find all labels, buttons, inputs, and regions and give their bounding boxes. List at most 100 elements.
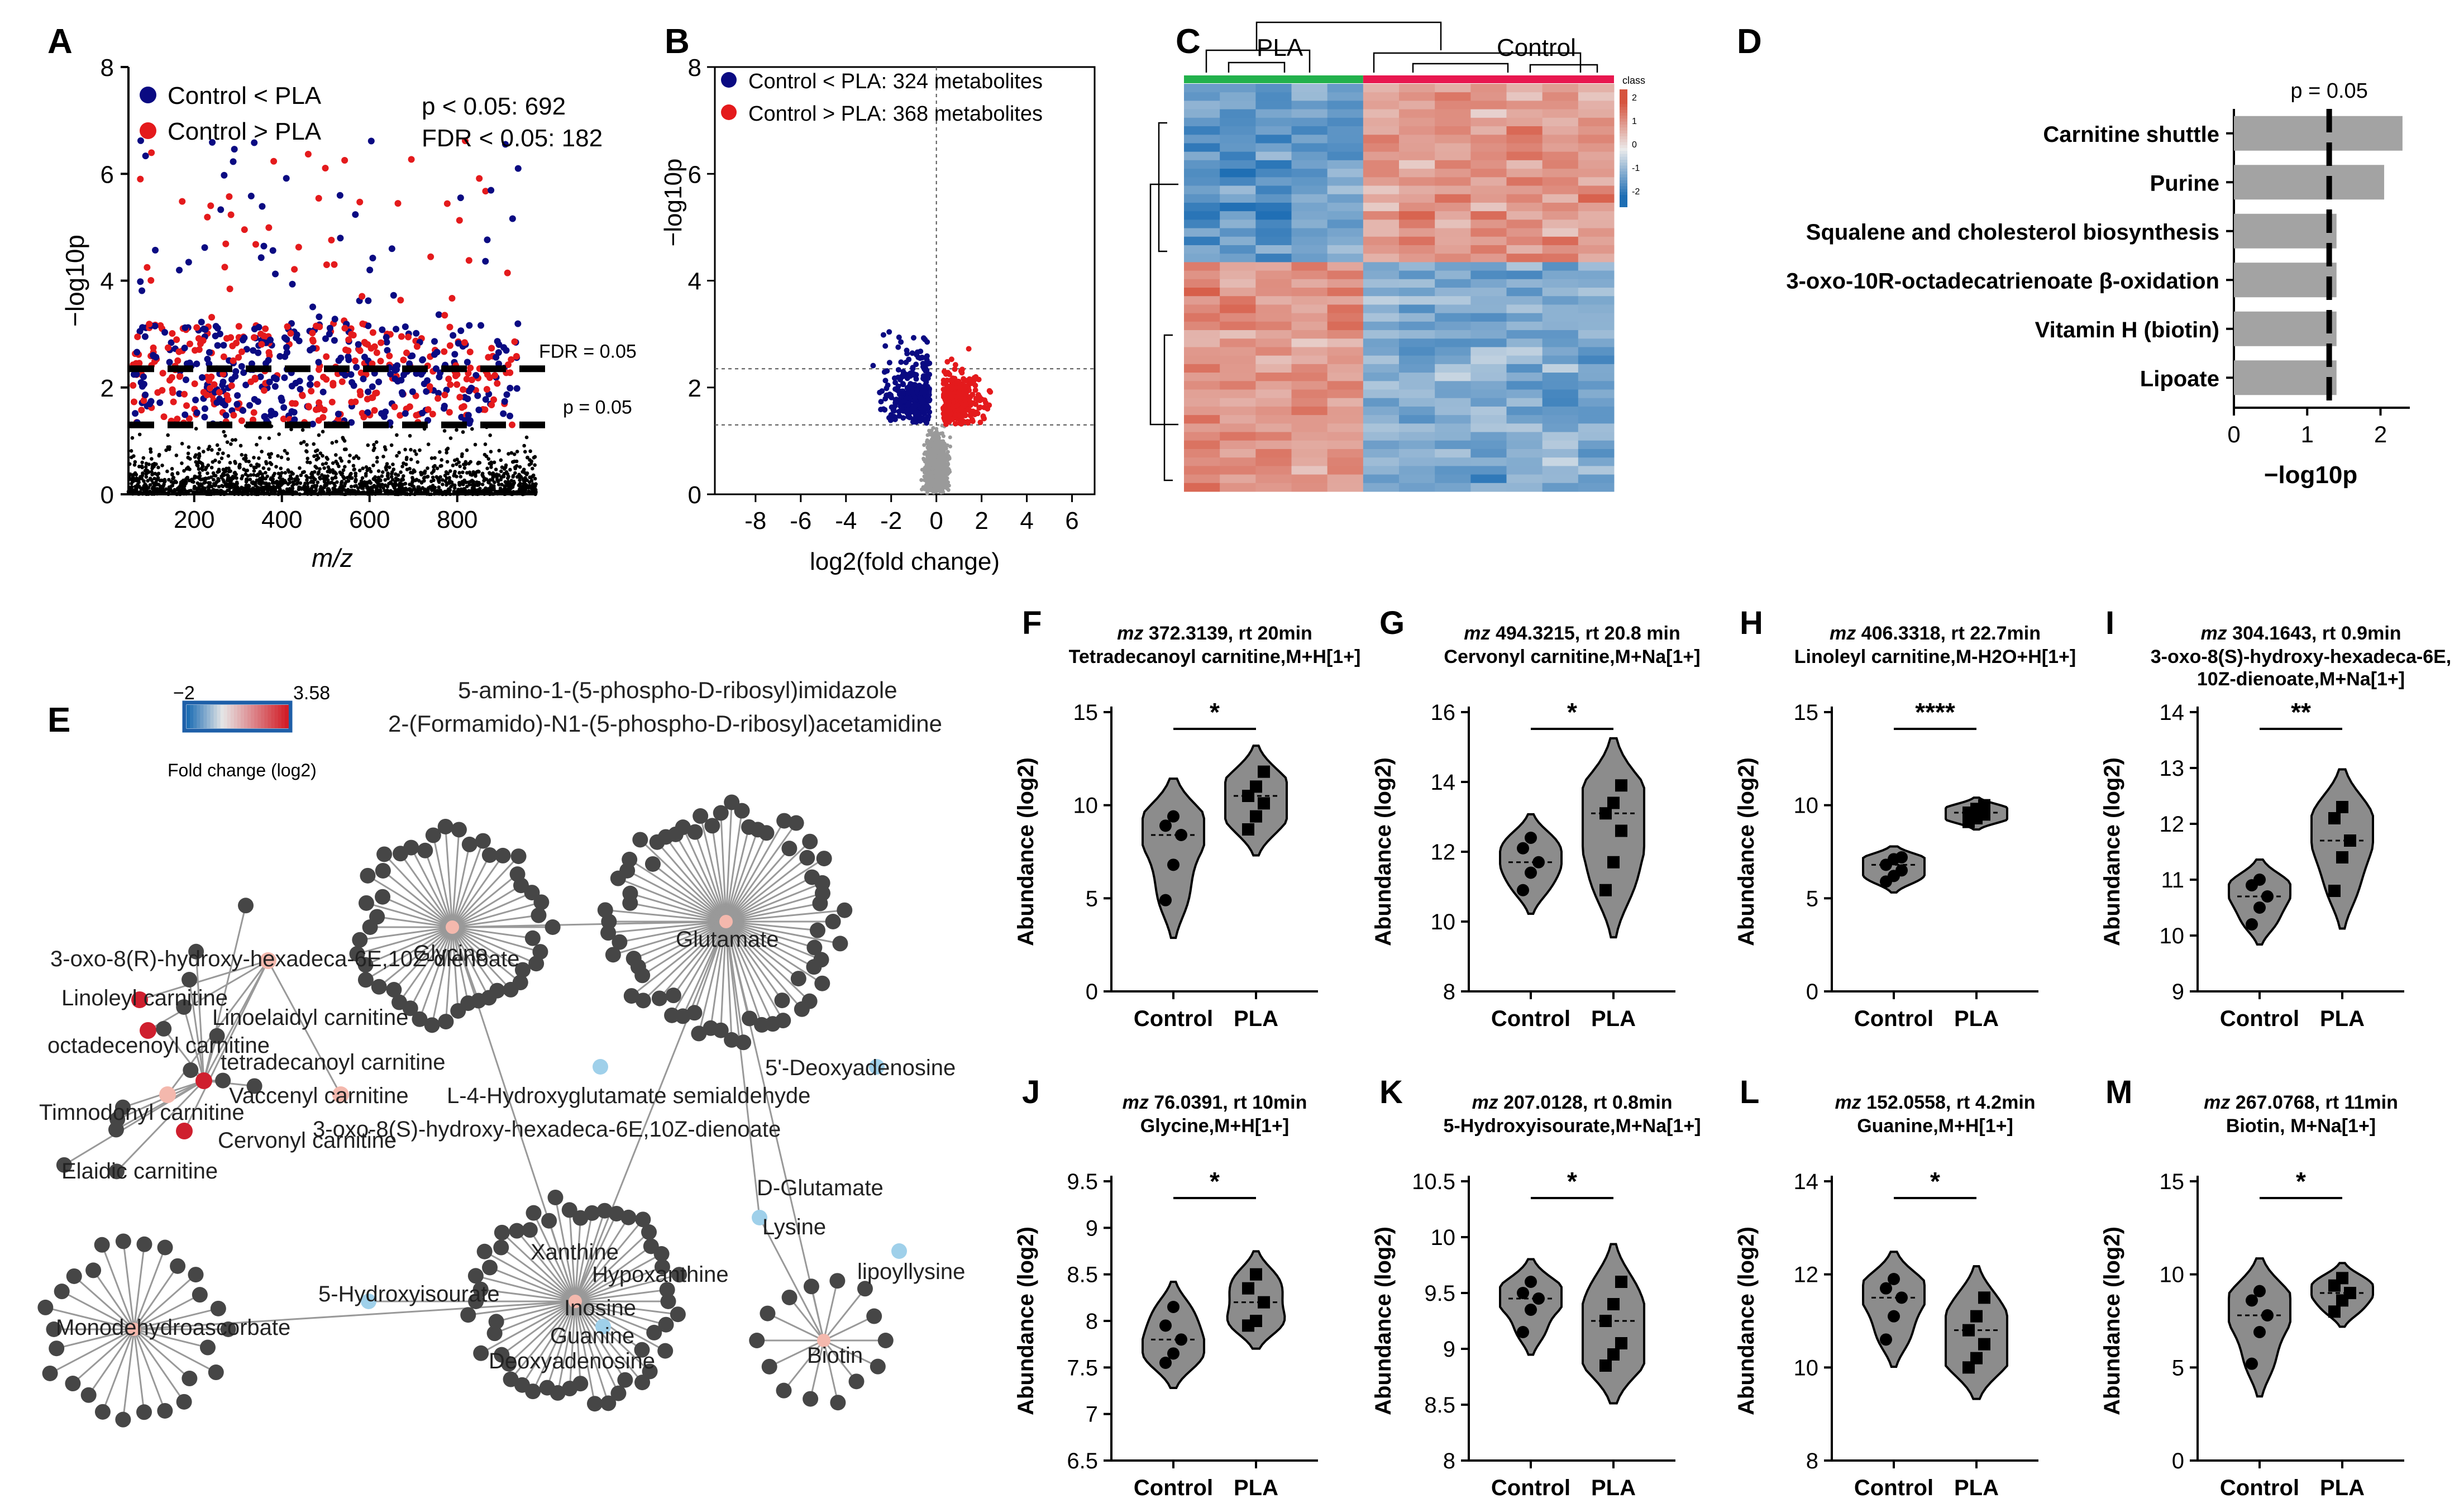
- data-point: [193, 455, 197, 459]
- significant-point: [240, 336, 247, 343]
- data-point: [443, 473, 447, 478]
- data-point: [267, 467, 271, 471]
- data-point: [464, 460, 468, 464]
- x-tick-label: -2: [880, 507, 902, 535]
- heatmap-cell: [1184, 211, 1220, 220]
- significant-point: [342, 371, 349, 379]
- heatmap-cell: [1184, 135, 1220, 144]
- heatmap-cell: [1363, 304, 1400, 314]
- significant-point: [386, 352, 393, 360]
- significant-point: [500, 410, 507, 417]
- significant-point: [360, 375, 367, 383]
- data-point: [213, 483, 218, 488]
- data-point: [246, 474, 250, 478]
- data-point: [471, 482, 475, 486]
- data-point: [367, 479, 372, 483]
- heatmap-cell: [1470, 117, 1507, 127]
- significant-point: [147, 276, 155, 284]
- heatmap-cell: [1578, 202, 1615, 212]
- data-point: [273, 481, 277, 485]
- significant-point: [283, 344, 290, 351]
- data-point: [199, 461, 203, 465]
- data-point: [321, 476, 326, 481]
- data-point: [445, 483, 448, 487]
- data-point: [261, 488, 265, 493]
- nonsignificant-point: [931, 426, 935, 430]
- heatmap-cell: [1291, 262, 1328, 271]
- up-point: [971, 377, 977, 383]
- significant-point: [269, 247, 276, 254]
- data-point: [247, 460, 251, 464]
- data-point: [400, 477, 404, 481]
- data-point: [383, 445, 387, 449]
- data-point: [326, 457, 330, 461]
- heatmap-cell: [1578, 92, 1615, 101]
- significant-point: [289, 280, 296, 288]
- heatmap-cell: [1363, 109, 1400, 118]
- significant-point: [280, 404, 288, 411]
- heatmap-cell: [1435, 321, 1471, 331]
- data-point: [499, 458, 503, 462]
- significant-point: [359, 320, 366, 327]
- up-point: [941, 391, 947, 397]
- significant-point: [322, 335, 329, 342]
- panel-label-d: D: [1737, 22, 1762, 61]
- significant-point: [222, 412, 230, 419]
- heatmap-cell: [1255, 364, 1292, 373]
- nonsignificant-point: [942, 469, 947, 474]
- data-point: [503, 484, 507, 488]
- down-point: [927, 371, 933, 378]
- heatmap-cell: [1327, 304, 1364, 314]
- annotation-p: p < 0.05: 692: [422, 93, 566, 120]
- heatmap-cell: [1220, 245, 1256, 254]
- data-point: [418, 448, 422, 452]
- data-point: [512, 452, 517, 456]
- significant-point: [429, 411, 436, 418]
- significant-point: [313, 380, 321, 388]
- data-point: [197, 484, 202, 488]
- heatmap-cell: [1220, 338, 1256, 347]
- data-point: [176, 471, 180, 476]
- heatmap-cell: [1578, 304, 1615, 314]
- heatmap-cell: [1578, 270, 1615, 280]
- data-point: [316, 480, 320, 484]
- data-point: [490, 492, 494, 496]
- significant-point: [146, 400, 154, 408]
- data-point: [495, 492, 499, 495]
- heatmap-cell: [1542, 169, 1579, 178]
- heatmap-cell: [1327, 194, 1364, 203]
- heatmap-cell: [1435, 355, 1471, 365]
- up-point: [970, 400, 976, 406]
- heatmap-cell: [1578, 220, 1615, 229]
- heatmap-cell: [1327, 228, 1364, 237]
- heatmap-cell: [1363, 160, 1400, 169]
- data-point: [408, 466, 412, 471]
- down-point: [886, 329, 892, 335]
- heatmap-cell: [1220, 236, 1256, 246]
- heatmap-cell: [1363, 143, 1400, 152]
- data-point: [211, 471, 216, 475]
- down-point: [887, 392, 893, 398]
- data-point: [310, 473, 314, 477]
- heatmap-cell: [1506, 101, 1543, 110]
- significant-point: [152, 246, 159, 254]
- significant-point: [408, 156, 415, 163]
- data-point: [433, 456, 437, 460]
- data-point: [373, 478, 377, 482]
- data-point: [375, 460, 379, 464]
- data-point: [317, 492, 321, 496]
- heatmap-cell: [1291, 236, 1328, 246]
- x-tick-label: -6: [790, 507, 811, 535]
- down-point: [924, 353, 930, 359]
- data-point: [419, 470, 423, 475]
- heatmap-cell: [1578, 151, 1615, 161]
- heatmap-cell: [1327, 220, 1364, 229]
- data-point: [388, 489, 392, 494]
- significant-point: [206, 349, 213, 356]
- data-point: [279, 455, 284, 460]
- significant-point: [513, 385, 521, 392]
- data-point: [475, 483, 480, 488]
- heatmap-cell: [1327, 109, 1364, 118]
- data-point: [339, 485, 343, 490]
- data-point: [444, 492, 448, 497]
